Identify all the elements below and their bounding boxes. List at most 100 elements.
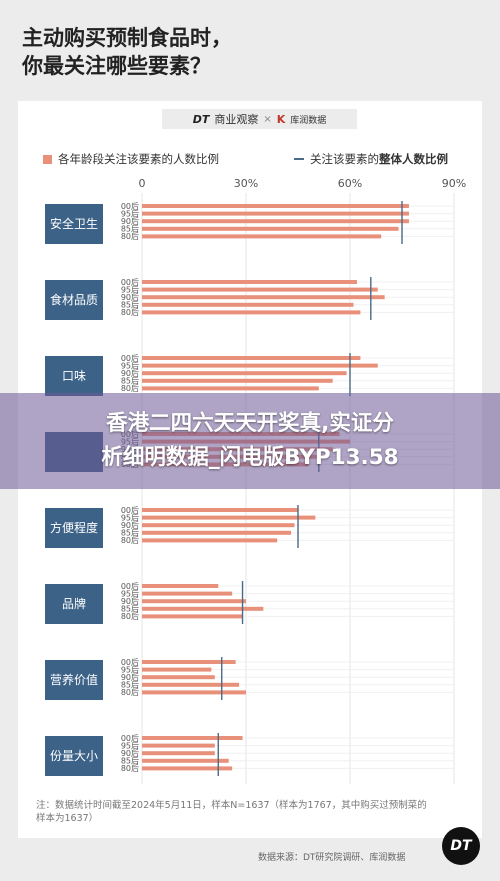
age-tick-label: 90后 bbox=[121, 520, 139, 530]
category-box bbox=[45, 356, 103, 396]
chart-legend: 各年龄段关注该要素的人数比例 关注该要素的整体人数比例 bbox=[18, 151, 482, 167]
bar bbox=[142, 766, 233, 771]
bar bbox=[142, 591, 233, 596]
legend-line-swatch bbox=[294, 158, 304, 160]
bar bbox=[142, 584, 219, 588]
brand-separator: × bbox=[263, 113, 272, 125]
age-tick-label: 80后 bbox=[121, 383, 139, 393]
legend-bar-label: 各年龄段关注该要素的人数比例 bbox=[58, 152, 219, 166]
bar bbox=[142, 530, 292, 535]
bar bbox=[142, 523, 295, 528]
bar bbox=[142, 371, 347, 376]
legend-line-prefix: 关注该要素的 bbox=[310, 152, 379, 166]
category-box bbox=[45, 736, 103, 776]
age-tick-label: 95后 bbox=[121, 512, 139, 522]
category-label: 口味 bbox=[62, 369, 86, 383]
category-box bbox=[45, 584, 103, 624]
bar bbox=[142, 363, 378, 368]
overlay-line-1: 香港二四六天天开奖真,实证分 bbox=[106, 411, 394, 436]
age-tick-label: 00后 bbox=[121, 733, 139, 743]
age-tick-label: 95后 bbox=[121, 284, 139, 294]
age-tick-label: 90后 bbox=[121, 672, 139, 682]
age-tick-label: 95后 bbox=[121, 740, 139, 750]
bar bbox=[142, 211, 409, 216]
axis-tick-label: 30% bbox=[234, 177, 258, 190]
age-tick-label: 85后 bbox=[121, 300, 139, 310]
bar bbox=[142, 758, 229, 763]
bar bbox=[142, 743, 215, 748]
headline: 主动购买预制食品时， 你最关注哪些要素？ bbox=[22, 24, 462, 80]
age-tick-label: 85后 bbox=[121, 604, 139, 614]
legend-line-label: 关注该要素的整体人数比例 bbox=[310, 151, 448, 167]
age-tick-label: 00后 bbox=[121, 353, 139, 363]
bar bbox=[142, 675, 215, 680]
age-tick-label: 85后 bbox=[121, 528, 139, 538]
category-box bbox=[45, 508, 103, 548]
age-tick-label: 85后 bbox=[121, 224, 139, 234]
age-tick-label: 80后 bbox=[121, 535, 139, 545]
age-tick-label: 00后 bbox=[121, 657, 139, 667]
category-label: 方便程度 bbox=[50, 520, 98, 535]
bar bbox=[142, 310, 361, 315]
note-line-2: 样本为1637） bbox=[36, 813, 99, 824]
axis-tick-label: 0 bbox=[139, 177, 146, 190]
bar bbox=[142, 302, 354, 307]
overlay-banner: 香港二四六天天开奖真,实证分 析细明数据_闪电版BYP13.58 bbox=[0, 393, 500, 489]
category-label: 营养价值 bbox=[50, 672, 98, 687]
legend-bar-swatch bbox=[43, 154, 52, 164]
partner-brand-name: 库润数据 bbox=[290, 115, 327, 126]
category-label: 品牌 bbox=[62, 597, 86, 611]
age-tick-label: 95后 bbox=[121, 208, 139, 218]
legend-line-bold: 整体人数比例 bbox=[379, 152, 448, 166]
legend-line-entry: 关注该要素的整体人数比例 bbox=[294, 151, 448, 167]
age-tick-label: 90后 bbox=[121, 748, 139, 758]
bar bbox=[142, 667, 212, 672]
bar bbox=[142, 226, 399, 231]
age-tick-label: 95后 bbox=[121, 588, 139, 598]
overlay-line-2: 析细明数据_闪电版BYP13.58 bbox=[101, 445, 399, 470]
age-tick-label: 85后 bbox=[121, 680, 139, 690]
axis-tick-label: 60% bbox=[338, 177, 362, 190]
dt-brand-mark: DT bbox=[192, 112, 210, 126]
age-tick-label: 95后 bbox=[121, 360, 139, 370]
dt-logo-badge: DT bbox=[442, 827, 480, 865]
bar bbox=[142, 378, 333, 383]
axis-tick-label: 90% bbox=[442, 177, 466, 190]
chart-note: 注：数据统计时间截至2024年5月11日，样本N=1637（样本为1767，其中… bbox=[36, 799, 456, 825]
category-label: 份量大小 bbox=[50, 749, 98, 763]
bar bbox=[142, 234, 382, 239]
age-tick-label: 00后 bbox=[121, 277, 139, 287]
age-tick-label: 80后 bbox=[121, 687, 139, 697]
bar bbox=[142, 356, 361, 360]
bar bbox=[142, 614, 243, 619]
age-tick-label: 95后 bbox=[121, 664, 139, 674]
bar bbox=[142, 287, 378, 292]
bar bbox=[142, 219, 409, 224]
age-tick-label: 80后 bbox=[121, 763, 139, 773]
data-source: 数据来源：DT研究院调研、库润数据 bbox=[258, 853, 406, 863]
category-box bbox=[45, 280, 103, 320]
category-label: 食材品质 bbox=[50, 292, 98, 307]
category-box bbox=[45, 660, 103, 700]
bar bbox=[142, 295, 385, 300]
age-tick-label: 90后 bbox=[121, 596, 139, 606]
headline-line-1: 主动购买预制食品时， bbox=[22, 26, 232, 50]
bar bbox=[142, 599, 246, 604]
bar bbox=[142, 606, 264, 611]
bar bbox=[142, 386, 319, 391]
dt-brand-name: 商业观察 bbox=[214, 113, 259, 126]
bar bbox=[142, 538, 278, 543]
bar bbox=[142, 280, 357, 284]
age-tick-label: 80后 bbox=[121, 307, 139, 317]
bar bbox=[142, 736, 243, 740]
age-tick-label: 90后 bbox=[121, 292, 139, 302]
partner-logo-icon: K bbox=[276, 112, 286, 126]
bar bbox=[142, 508, 298, 512]
bar bbox=[142, 682, 240, 687]
note-line-1: 注：数据统计时间截至2024年5月11日，样本N=1637（样本为1767，其中… bbox=[36, 800, 427, 811]
age-tick-label: 85后 bbox=[121, 756, 139, 766]
age-tick-label: 00后 bbox=[121, 505, 139, 515]
legend-bar-entry: 各年龄段关注该要素的人数比例 bbox=[43, 151, 219, 167]
category-box bbox=[45, 204, 103, 244]
bar bbox=[142, 751, 215, 756]
